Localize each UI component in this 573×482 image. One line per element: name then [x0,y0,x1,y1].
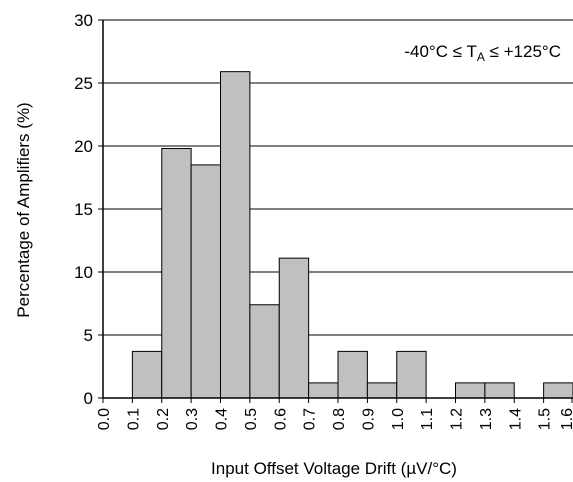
y-tick-label: 15 [74,200,93,219]
x-tick-label: 0.6 [272,408,289,430]
axes [98,19,573,403]
x-tick-label: 0.2 [155,408,172,430]
histogram-bar [484,382,515,399]
bars [131,71,573,399]
histogram-bar [249,304,280,399]
annotation-prefix: -40°C ≤ T [404,42,477,61]
y-tick-label: 5 [84,326,93,345]
annotation-suffix: ≤ +125°C [485,42,561,61]
y-tick-label: 20 [74,137,93,156]
histogram-bar [455,382,486,399]
x-tick-label: 0.5 [243,408,260,430]
x-tick-label: 1.0 [390,408,407,430]
x-tick-label: 1.1 [419,408,436,430]
histogram-bar [396,350,427,399]
y-tick-labels: 0 5 10 15 20 25 30 [74,11,93,408]
x-tick-label: 1.2 [449,408,466,430]
histogram-bar [337,350,368,399]
y-axis-label: Percentage of Amplifiers (%) [14,102,33,317]
histogram-bar [190,164,221,399]
x-axis-label: Input Offset Voltage Drift (µV/°C) [211,459,457,478]
histogram-bar [543,382,573,399]
x-tick-label: 0.0 [96,408,113,430]
y-tick-label: 25 [74,74,93,93]
x-tick-label: 0.4 [214,408,231,430]
histogram-bar [308,382,339,399]
annotation-subscript: A [477,50,485,64]
x-tick-labels: 0.0 0.1 0.2 0.3 0.4 0.5 0.6 0.7 0.8 0.9 1.0 1.1 1.2 1… [96,408,573,430]
histogram-bar [161,148,192,399]
x-tick-label: 1.5 [537,408,554,430]
x-tick-label: 0.8 [331,408,348,430]
x-tick-label: 0.3 [184,408,201,430]
y-tick-label: 10 [74,263,93,282]
x-tick-label: 1.4 [507,408,524,430]
histogram-bar [131,350,163,399]
y-tick-label: 0 [84,389,93,408]
histogram-bar [220,71,251,399]
histogram-bar [278,257,310,399]
histogram-bar [366,382,398,399]
temperature-range-annotation: -40°C ≤ TA ≤ +125°C [404,42,561,64]
y-tick-label: 30 [74,11,93,30]
x-tick-label: 0.9 [360,408,377,430]
x-tick-label: 0.1 [125,408,142,430]
x-tick-label: 1.3 [478,408,495,430]
x-tick-label: 0.7 [302,408,319,430]
x-tick-label: 1.6 [559,408,573,430]
